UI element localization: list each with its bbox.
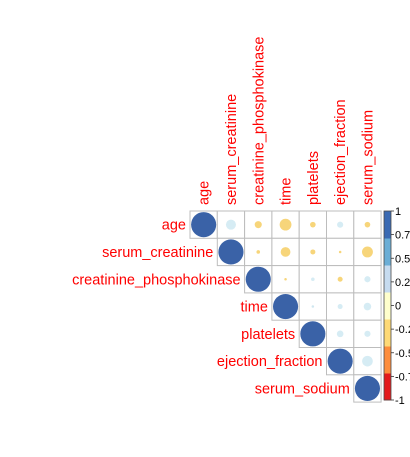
corr-circle-time-time xyxy=(272,293,299,320)
column-label-time: time xyxy=(279,178,295,205)
corr-circle-serum_creatinine-time xyxy=(280,247,291,257)
circle-layer xyxy=(191,212,381,402)
colorbar-segment xyxy=(384,211,391,239)
colorbar-tick-label: 0.5 xyxy=(395,253,410,265)
corr-circle-time-platelets xyxy=(311,305,315,308)
column-labels: age serum_creatinine creatinine_phosphokin… xyxy=(197,37,377,206)
grid-cell xyxy=(353,292,382,321)
corr-circle-creatinine_phosphokinase-time xyxy=(284,277,287,281)
corr-circle-age-ejection_fraction xyxy=(337,221,344,228)
corr-circle-serum_creatinine-serum_sodium xyxy=(361,246,373,258)
corr-circle-creatinine_phosphokinase-ejection_fraction xyxy=(337,276,343,282)
row-label-creatinine_phosphokinase: creatinine_phosphokinase xyxy=(72,272,241,288)
corr-circle-platelets-ejection_fraction xyxy=(336,330,344,338)
corr-circle-time-ejection_fraction xyxy=(337,304,343,310)
corr-circle-creatinine_phosphokinase-platelets xyxy=(311,277,315,282)
corr-circle-ejection_fraction-serum_sodium xyxy=(362,355,373,367)
colorbar-segment xyxy=(384,346,391,374)
colorbar-segment xyxy=(384,373,391,401)
column-label-ejection_fraction: ejection_fraction xyxy=(333,99,349,205)
colorbar-tick-label: -0.75 xyxy=(395,371,410,383)
corr-circle-age-creatinine_phosphokinase xyxy=(254,221,262,229)
corr-circle-serum_creatinine-ejection_fraction xyxy=(338,250,342,254)
corr-circle-serum_creatinine-platelets xyxy=(310,249,316,255)
row-label-serum_sodium: serum_sodium xyxy=(255,381,350,397)
colorbar-tick-label: 0.75 xyxy=(395,230,410,242)
corr-circle-age-time xyxy=(279,218,292,231)
row-label-platelets: platelets xyxy=(241,327,295,343)
row-label-serum_creatinine: serum_creatinine xyxy=(102,245,213,261)
column-label-age: age xyxy=(197,181,213,205)
row-label-ejection_fraction: ejection_fraction xyxy=(217,354,323,370)
colorbar-tick-label: -1 xyxy=(395,395,405,407)
corr-circle-age-platelets xyxy=(310,221,316,228)
corr-circle-age-serum_sodium xyxy=(364,221,371,228)
corr-circle-ejection_fraction-ejection_fraction xyxy=(327,348,353,374)
colorbar-segment xyxy=(384,265,391,293)
colorbar-tick-label: 0.25 xyxy=(395,277,410,289)
column-label-serum_sodium: serum_sodium xyxy=(360,110,376,205)
corr-circle-serum_creatinine-serum_creatinine xyxy=(218,239,244,265)
colorbar-segment xyxy=(384,238,391,266)
corr-circle-serum_sodium-serum_sodium xyxy=(354,375,381,402)
row-label-age: age xyxy=(162,218,186,234)
row-label-time: time xyxy=(240,300,267,316)
colorbar-tick-label: -0.25 xyxy=(395,324,410,336)
colorbar-segment xyxy=(384,319,391,347)
corr-circle-age-serum_creatinine xyxy=(225,219,236,230)
corr-circle-time-serum_sodium xyxy=(363,302,372,311)
corr-circle-platelets-serum_sodium xyxy=(364,330,371,337)
column-label-serum_creatinine: serum_creatinine xyxy=(224,94,240,205)
corr-circle-platelets-platelets xyxy=(300,321,326,347)
colorbar-segment xyxy=(384,292,391,320)
corr-circle-creatinine_phosphokinase-serum_sodium xyxy=(364,276,371,283)
column-label-creatinine_phosphokinase: creatinine_phosphokinase xyxy=(251,37,267,206)
colorbar-tick-label: -0.5 xyxy=(395,348,410,360)
corr-circle-age-age xyxy=(191,212,217,238)
corr-circle-serum_creatinine-creatinine_phosphokinase xyxy=(256,250,261,254)
colorbar-tick-label: 1 xyxy=(395,206,401,218)
row-labels: age serum_creatinine creatinine_phosphokin… xyxy=(72,218,350,398)
color-legend: 1 0.75 0.5 0.25 0 -0.25 -0.5 -0.75 -1 xyxy=(383,206,410,407)
corr-circle-creatinine_phosphokinase-creatinine_phosphokinase xyxy=(245,266,271,292)
column-label-platelets: platelets xyxy=(306,151,322,205)
colorbar-tick-label: 0 xyxy=(395,301,401,313)
